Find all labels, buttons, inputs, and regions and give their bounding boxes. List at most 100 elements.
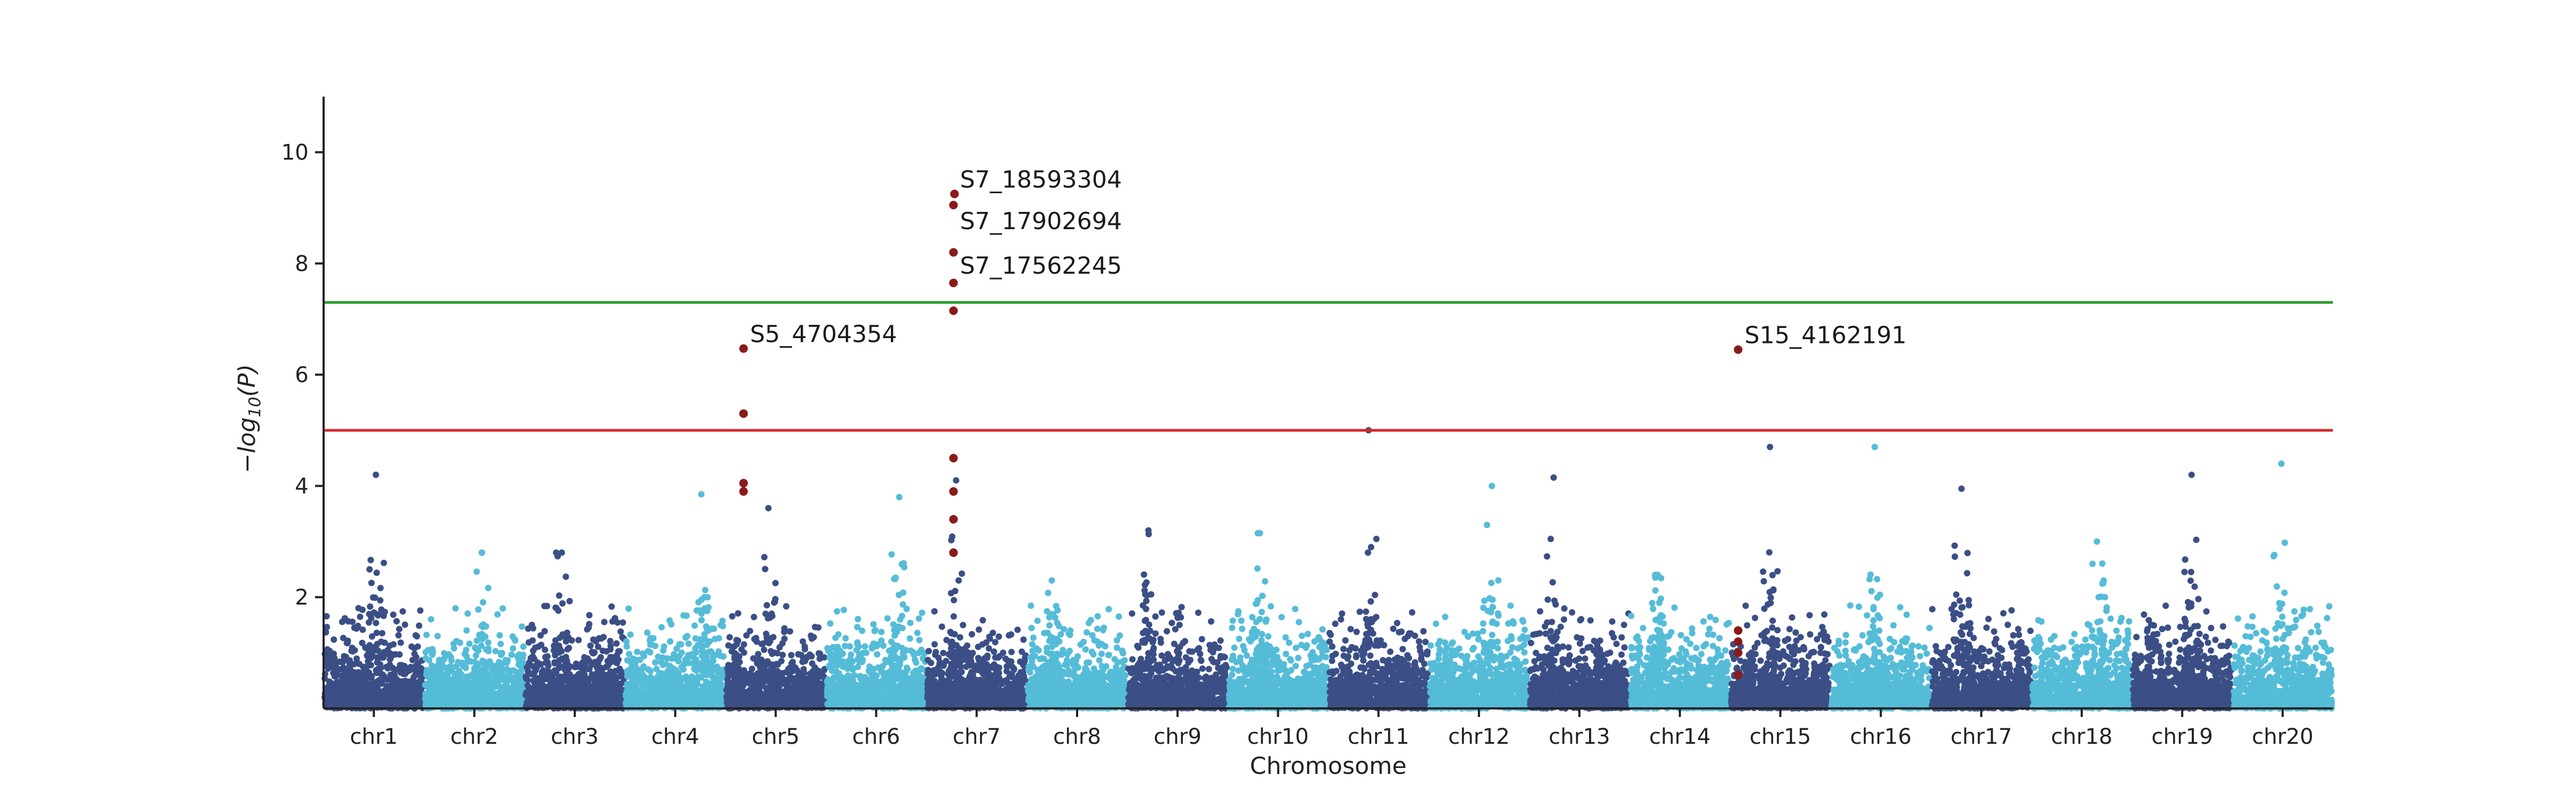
snp-point (400, 693, 407, 700)
snp-point (650, 635, 657, 642)
snp-point (767, 648, 774, 655)
snp-point (647, 649, 654, 656)
snp-point (333, 663, 339, 670)
snp-point (429, 646, 436, 653)
snp-point (528, 700, 535, 707)
snp-point (458, 683, 465, 690)
snp-point (678, 641, 684, 648)
snp-point (393, 618, 400, 625)
chromosome-points-chr4 (623, 491, 728, 712)
snp-point (741, 667, 748, 674)
snp-point (670, 651, 677, 658)
snp-point (678, 649, 685, 656)
snp-point (717, 683, 724, 690)
snp-point (559, 600, 566, 607)
snp-point (758, 640, 765, 647)
snp-point (667, 681, 674, 688)
snp-point (455, 691, 461, 698)
snp-point (774, 661, 781, 668)
snp-point (400, 670, 407, 677)
snp-point (707, 694, 714, 701)
snp-point (475, 672, 482, 679)
chromosome-points-chr2 (422, 549, 527, 712)
snp-point (403, 680, 410, 687)
snp-point (381, 639, 388, 646)
snp-point (774, 650, 781, 657)
snp-point (735, 610, 742, 617)
snp-point (395, 632, 402, 639)
snp-point (797, 698, 804, 705)
snp-point (738, 646, 745, 653)
snp-point (615, 699, 622, 706)
snp-point (701, 594, 708, 601)
snp-point (682, 634, 689, 641)
snp-point (396, 651, 403, 658)
snp-point (535, 643, 542, 650)
snp-point (439, 675, 446, 682)
snp-point (531, 669, 538, 676)
snp-point (636, 687, 643, 694)
snp-point (827, 620, 833, 627)
snp-point (372, 645, 379, 652)
snp-point (623, 690, 630, 697)
snp-point (847, 651, 854, 658)
snp-point (581, 694, 588, 701)
snp-point (466, 640, 473, 647)
snp-point (574, 672, 581, 679)
snp-point (507, 699, 514, 706)
snp-point (330, 650, 337, 657)
snp-point (725, 642, 732, 649)
snp-point (809, 668, 816, 675)
snp-point (775, 677, 782, 683)
snp-point (789, 668, 796, 675)
snp-point (748, 701, 755, 708)
snp-point (726, 634, 733, 641)
snp-point (569, 700, 576, 707)
snp-point (627, 698, 634, 705)
snp-point (347, 661, 354, 668)
snp-point (585, 679, 592, 685)
snp-point (463, 627, 470, 634)
snp-point (429, 671, 436, 678)
snp-point (760, 646, 767, 653)
snp-point (771, 598, 778, 605)
chromosome-points-chr5 (723, 504, 828, 712)
snp-point (736, 697, 743, 704)
snp-point (390, 611, 397, 618)
snp-point (385, 683, 392, 690)
snp-peak-point (698, 491, 705, 497)
snp-point (335, 685, 342, 692)
snp-point (756, 671, 763, 678)
snp-point (796, 672, 803, 679)
snp-point (906, 635, 913, 642)
snp-point (558, 648, 565, 655)
snp-point (551, 647, 557, 654)
snp-point (428, 616, 435, 623)
snp-point (799, 658, 806, 665)
snp-point (652, 659, 658, 666)
snp-peak-point (765, 504, 772, 511)
snp-point (339, 618, 346, 625)
snp-point (692, 635, 699, 642)
snp-point (499, 605, 506, 612)
snp-point (783, 669, 790, 676)
snp-point (500, 689, 507, 696)
snp-point (733, 674, 740, 681)
snp-point (471, 658, 478, 665)
snp-point (617, 628, 624, 635)
snp-point (413, 654, 420, 661)
snp-point (709, 653, 716, 660)
snp-point (386, 650, 393, 657)
snp-point (608, 603, 615, 610)
snp-point (726, 696, 733, 703)
snp-point (807, 676, 814, 683)
snp-point (470, 700, 477, 706)
snp-point (340, 634, 347, 641)
snp-point (782, 692, 789, 699)
snp-point (647, 685, 654, 692)
snp-point (769, 661, 776, 668)
snp-point (815, 650, 822, 657)
snp-point (518, 623, 525, 630)
